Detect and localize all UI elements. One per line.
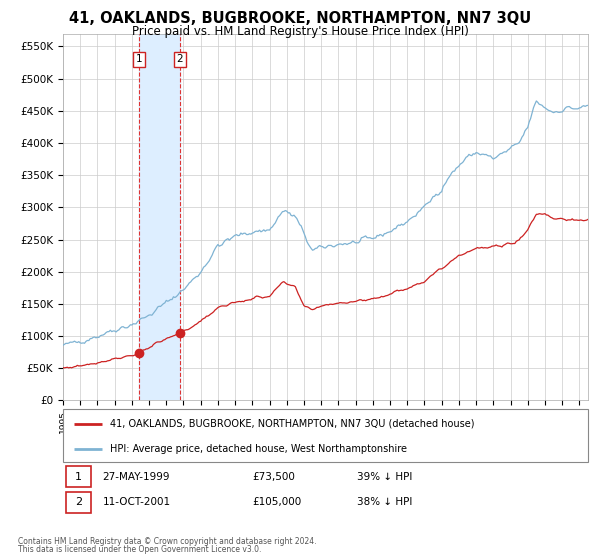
Text: 38% ↓ HPI: 38% ↓ HPI <box>357 497 412 507</box>
Text: Contains HM Land Registry data © Crown copyright and database right 2024.: Contains HM Land Registry data © Crown c… <box>18 537 317 546</box>
Text: 2: 2 <box>74 497 82 507</box>
Text: 41, OAKLANDS, BUGBROOKE, NORTHAMPTON, NN7 3QU (detached house): 41, OAKLANDS, BUGBROOKE, NORTHAMPTON, NN… <box>110 419 475 429</box>
FancyBboxPatch shape <box>65 492 91 513</box>
Text: 39% ↓ HPI: 39% ↓ HPI <box>357 472 412 482</box>
Text: £73,500: £73,500 <box>252 472 295 482</box>
Text: 27-MAY-1999: 27-MAY-1999 <box>103 472 170 482</box>
Bar <box>139 34 180 400</box>
Text: HPI: Average price, detached house, West Northamptonshire: HPI: Average price, detached house, West… <box>110 444 407 454</box>
Text: 41, OAKLANDS, BUGBROOKE, NORTHAMPTON, NN7 3QU: 41, OAKLANDS, BUGBROOKE, NORTHAMPTON, NN… <box>69 11 531 26</box>
FancyBboxPatch shape <box>63 409 588 462</box>
Text: 11-OCT-2001: 11-OCT-2001 <box>103 497 170 507</box>
FancyBboxPatch shape <box>65 466 91 487</box>
Text: 1: 1 <box>136 54 142 64</box>
Text: This data is licensed under the Open Government Licence v3.0.: This data is licensed under the Open Gov… <box>18 545 262 554</box>
Text: 2: 2 <box>176 54 183 64</box>
Text: £105,000: £105,000 <box>252 497 301 507</box>
Text: 1: 1 <box>75 472 82 482</box>
Text: Price paid vs. HM Land Registry's House Price Index (HPI): Price paid vs. HM Land Registry's House … <box>131 25 469 38</box>
